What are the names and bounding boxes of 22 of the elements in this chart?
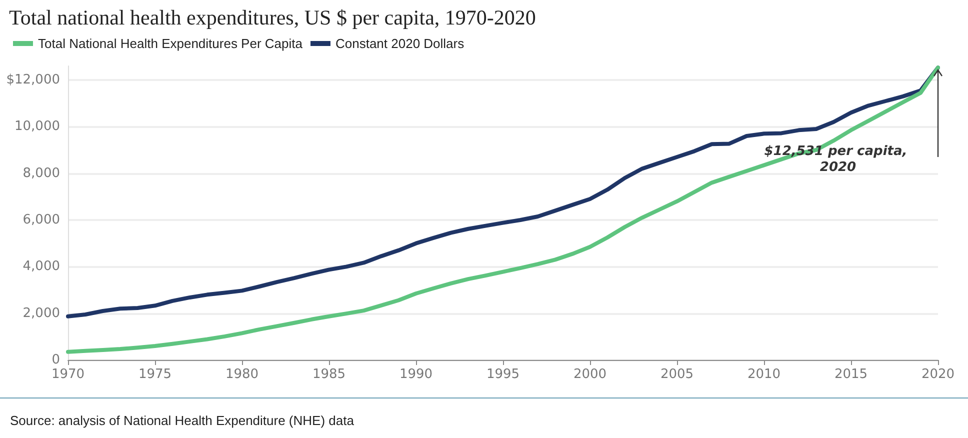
legend-label: Total National Health Expenditures Per Capita	[38, 36, 304, 51]
x-tick-label: 2010	[747, 367, 781, 382]
legend-label: Constant 2020 Dollars	[335, 36, 465, 51]
x-tick-label: 2020	[921, 367, 955, 382]
chart-title: Total national health expenditures, US $ per capita, 1970-2020	[9, 6, 536, 30]
x-tick-label: 1975	[138, 367, 172, 382]
x-tick-label: 1980	[225, 367, 259, 382]
y-tick-label: 6,000	[22, 212, 60, 228]
x-tick-label: 1990	[399, 367, 433, 382]
y-tick-label: 4,000	[22, 259, 60, 274]
x-tick-label: 1995	[486, 367, 520, 382]
x-tick-label: 2000	[573, 367, 607, 382]
x-tick-label: 2015	[834, 367, 868, 382]
y-tick-label: 0	[52, 352, 60, 368]
x-tick-label: 1970	[51, 367, 85, 382]
x-tick-label: 1985	[312, 367, 346, 382]
y-tick-label: 10,000	[14, 119, 60, 134]
y-tick-label: $12,000	[6, 72, 60, 88]
y-tick-label: 2,000	[22, 306, 60, 321]
y-tick-label: 8,000	[22, 166, 60, 181]
source-note: Source: analysis of National Health Expenditure (NHE) data	[10, 413, 355, 428]
x-tick-label: 2005	[660, 367, 694, 382]
